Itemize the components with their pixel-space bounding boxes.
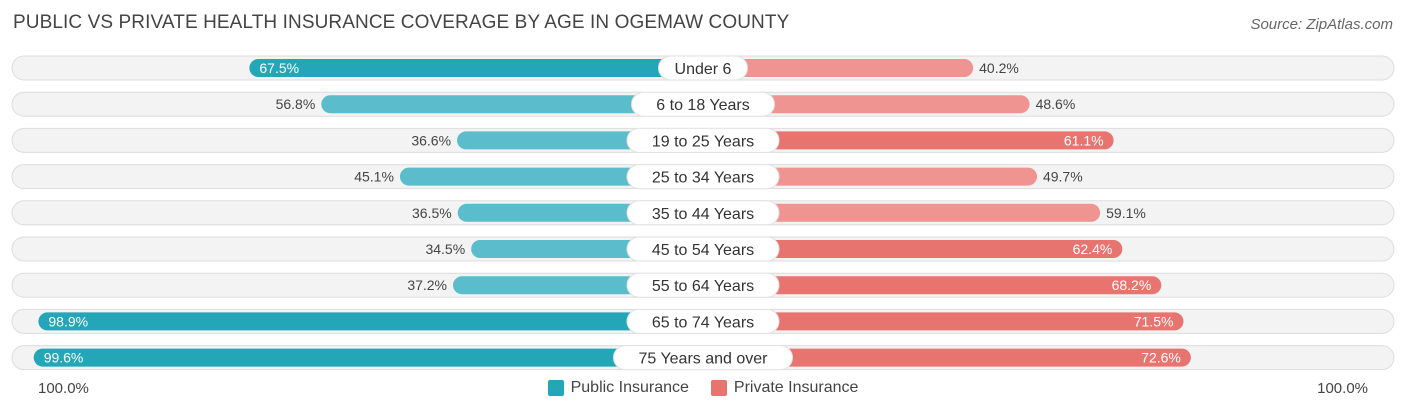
bar-private [703, 59, 974, 77]
data-label-public: 36.5% [412, 205, 452, 221]
category-pill [626, 236, 780, 262]
category-label: 35 to 44 Years [652, 206, 754, 223]
category-pill [626, 127, 780, 153]
category-label: 75 Years and over [639, 351, 769, 368]
legend: Public Insurance Private Insurance [0, 379, 1406, 397]
data-label-private: 61.1% [1064, 132, 1104, 148]
legend-label-public: Public Insurance [570, 379, 689, 396]
category-pill [658, 55, 748, 81]
category-label: 55 to 64 Years [652, 278, 754, 295]
bar-private [703, 312, 1184, 331]
category-pill [613, 345, 793, 371]
data-label-public: 56.8% [276, 96, 316, 112]
data-label-public: 98.9% [48, 313, 88, 329]
category-pill [631, 91, 775, 117]
bar-private [703, 348, 1191, 367]
bar-private [703, 131, 1114, 150]
legend-label-private: Private Insurance [733, 379, 859, 396]
legend-swatch-private [710, 380, 727, 396]
bar-public [321, 95, 703, 114]
category-label: 65 to 74 Years [652, 314, 754, 331]
category-label: 19 to 25 Years [652, 133, 754, 150]
data-label-private: 48.6% [1036, 96, 1076, 112]
bar-private [703, 276, 1162, 295]
bar-public [33, 348, 704, 367]
data-label-private: 49.7% [1043, 169, 1083, 185]
bar-public [38, 312, 704, 331]
data-label-public: 37.2% [407, 277, 447, 293]
legend-item-public: Public Insurance [547, 379, 689, 397]
bar-public [249, 59, 703, 77]
data-label-public: 34.5% [425, 241, 465, 257]
data-label-private: 40.2% [979, 60, 1019, 76]
category-label: 25 to 34 Years [652, 170, 754, 187]
category-pill [626, 308, 780, 334]
data-label-private: 68.2% [1112, 277, 1152, 293]
source-label: Source: ZipAtlas.com [1250, 16, 1393, 33]
data-label-public: 45.1% [354, 169, 394, 185]
bar-private [703, 95, 1030, 114]
axis-right-label: 100.0% [1317, 380, 1368, 397]
category-label: 6 to 18 Years [656, 97, 749, 114]
data-label-public: 99.6% [44, 350, 84, 366]
data-label-private: 59.1% [1106, 205, 1146, 221]
bar-private [703, 203, 1101, 222]
category-label: Under 6 [675, 61, 732, 78]
category-pill [626, 272, 780, 298]
bar-private [703, 240, 1123, 258]
axis-left-label: 100.0% [38, 380, 89, 397]
data-label-private: 72.6% [1141, 350, 1181, 366]
bar-public [399, 167, 703, 186]
legend-swatch-public [547, 380, 564, 396]
data-label-private: 71.5% [1134, 313, 1174, 329]
data-label-public: 67.5% [259, 60, 299, 76]
data-label-public: 36.6% [411, 132, 451, 148]
bar-private [703, 167, 1037, 186]
data-label-private: 62.4% [1073, 241, 1113, 257]
category-pill [626, 200, 780, 226]
category-pill [626, 164, 780, 190]
chart-title: PUBLIC VS PRIVATE HEALTH INSURANCE COVER… [13, 12, 790, 33]
legend-item-private: Private Insurance [710, 379, 859, 397]
category-label: 45 to 54 Years [652, 242, 754, 259]
